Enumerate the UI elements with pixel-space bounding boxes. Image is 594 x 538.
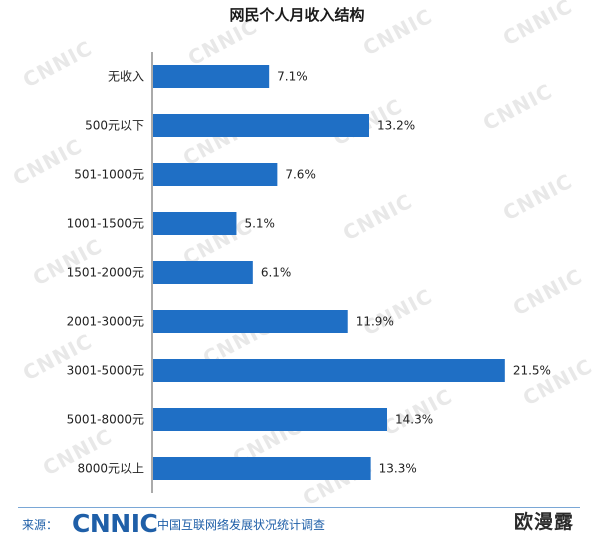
stamp-text: 欧漫露 [514, 511, 575, 533]
bar [153, 114, 369, 137]
footer-divider [18, 507, 580, 508]
category-label: 501-1000元 [74, 168, 144, 182]
source-name: 中国互联网络发展状况统计调查 [157, 518, 326, 532]
category-label: 1501-2000元 [67, 266, 144, 280]
cnnic-logo: CNNIC [72, 509, 158, 538]
category-label: 3001-5000元 [67, 364, 144, 378]
data-label: 21.5% [513, 364, 551, 378]
bar [153, 212, 237, 235]
data-label: 11.9% [356, 315, 394, 329]
category-label: 无收入 [108, 70, 144, 84]
source-label: 来源： [22, 518, 59, 532]
category-label: 2001-3000元 [67, 315, 144, 329]
category-label: 8000元以上 [77, 462, 144, 476]
category-label: 500元以下 [85, 119, 144, 133]
bar [153, 261, 253, 284]
bar [153, 65, 270, 88]
bar [153, 359, 505, 382]
bar [153, 457, 371, 480]
category-label: 5001-8000元 [67, 413, 144, 427]
bar [153, 408, 387, 431]
data-label: 13.2% [377, 119, 415, 133]
data-label: 7.6% [285, 168, 316, 182]
data-label: 14.3% [395, 413, 433, 427]
bar [153, 310, 348, 333]
data-label: 6.1% [261, 266, 292, 280]
category-label: 1001-1500元 [67, 217, 144, 231]
chart-title: 网民个人月收入结构 [229, 6, 365, 24]
data-label: 7.1% [277, 70, 308, 84]
data-label: 13.3% [379, 462, 417, 476]
data-label: 5.1% [244, 217, 274, 231]
bar [153, 163, 278, 186]
